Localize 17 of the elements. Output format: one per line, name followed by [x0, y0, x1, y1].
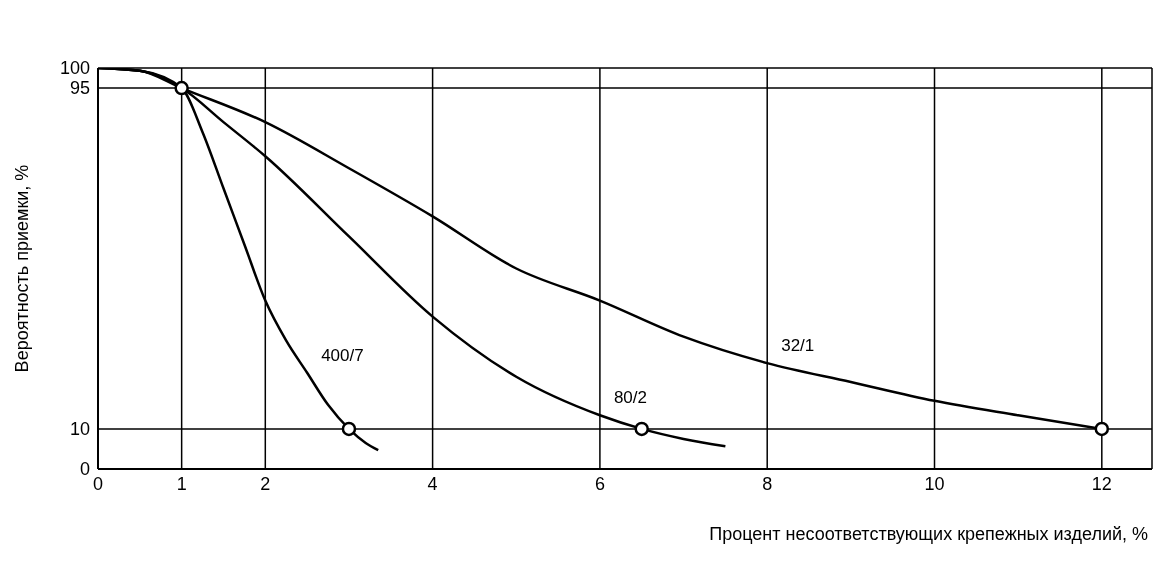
- y-tick-label: 0: [79, 459, 90, 480]
- series-label: 80/2: [613, 388, 647, 408]
- x-tick-label: 4: [427, 473, 438, 494]
- x-tick-label: 10: [924, 473, 945, 494]
- series-label: 32/1: [781, 336, 815, 356]
- x-tick-label: 0: [92, 473, 104, 494]
- series-label: 400/7: [321, 345, 364, 365]
- x-tick-label: 6: [594, 473, 605, 494]
- y-tick-label: 100: [59, 58, 90, 79]
- y-tick-label: 95: [69, 78, 90, 99]
- x-tick-label: 12: [1091, 473, 1112, 494]
- x-axis-title: Процент несоответствующих крепежных изделий, %: [709, 524, 1148, 544]
- x-tick-label: 8: [762, 473, 773, 494]
- x-tick-label: 2: [260, 473, 271, 494]
- y-axis-title: Вероятность приемки, %: [12, 164, 33, 373]
- x-tick-label: 1: [176, 473, 187, 494]
- y-tick-label: 10: [69, 419, 90, 440]
